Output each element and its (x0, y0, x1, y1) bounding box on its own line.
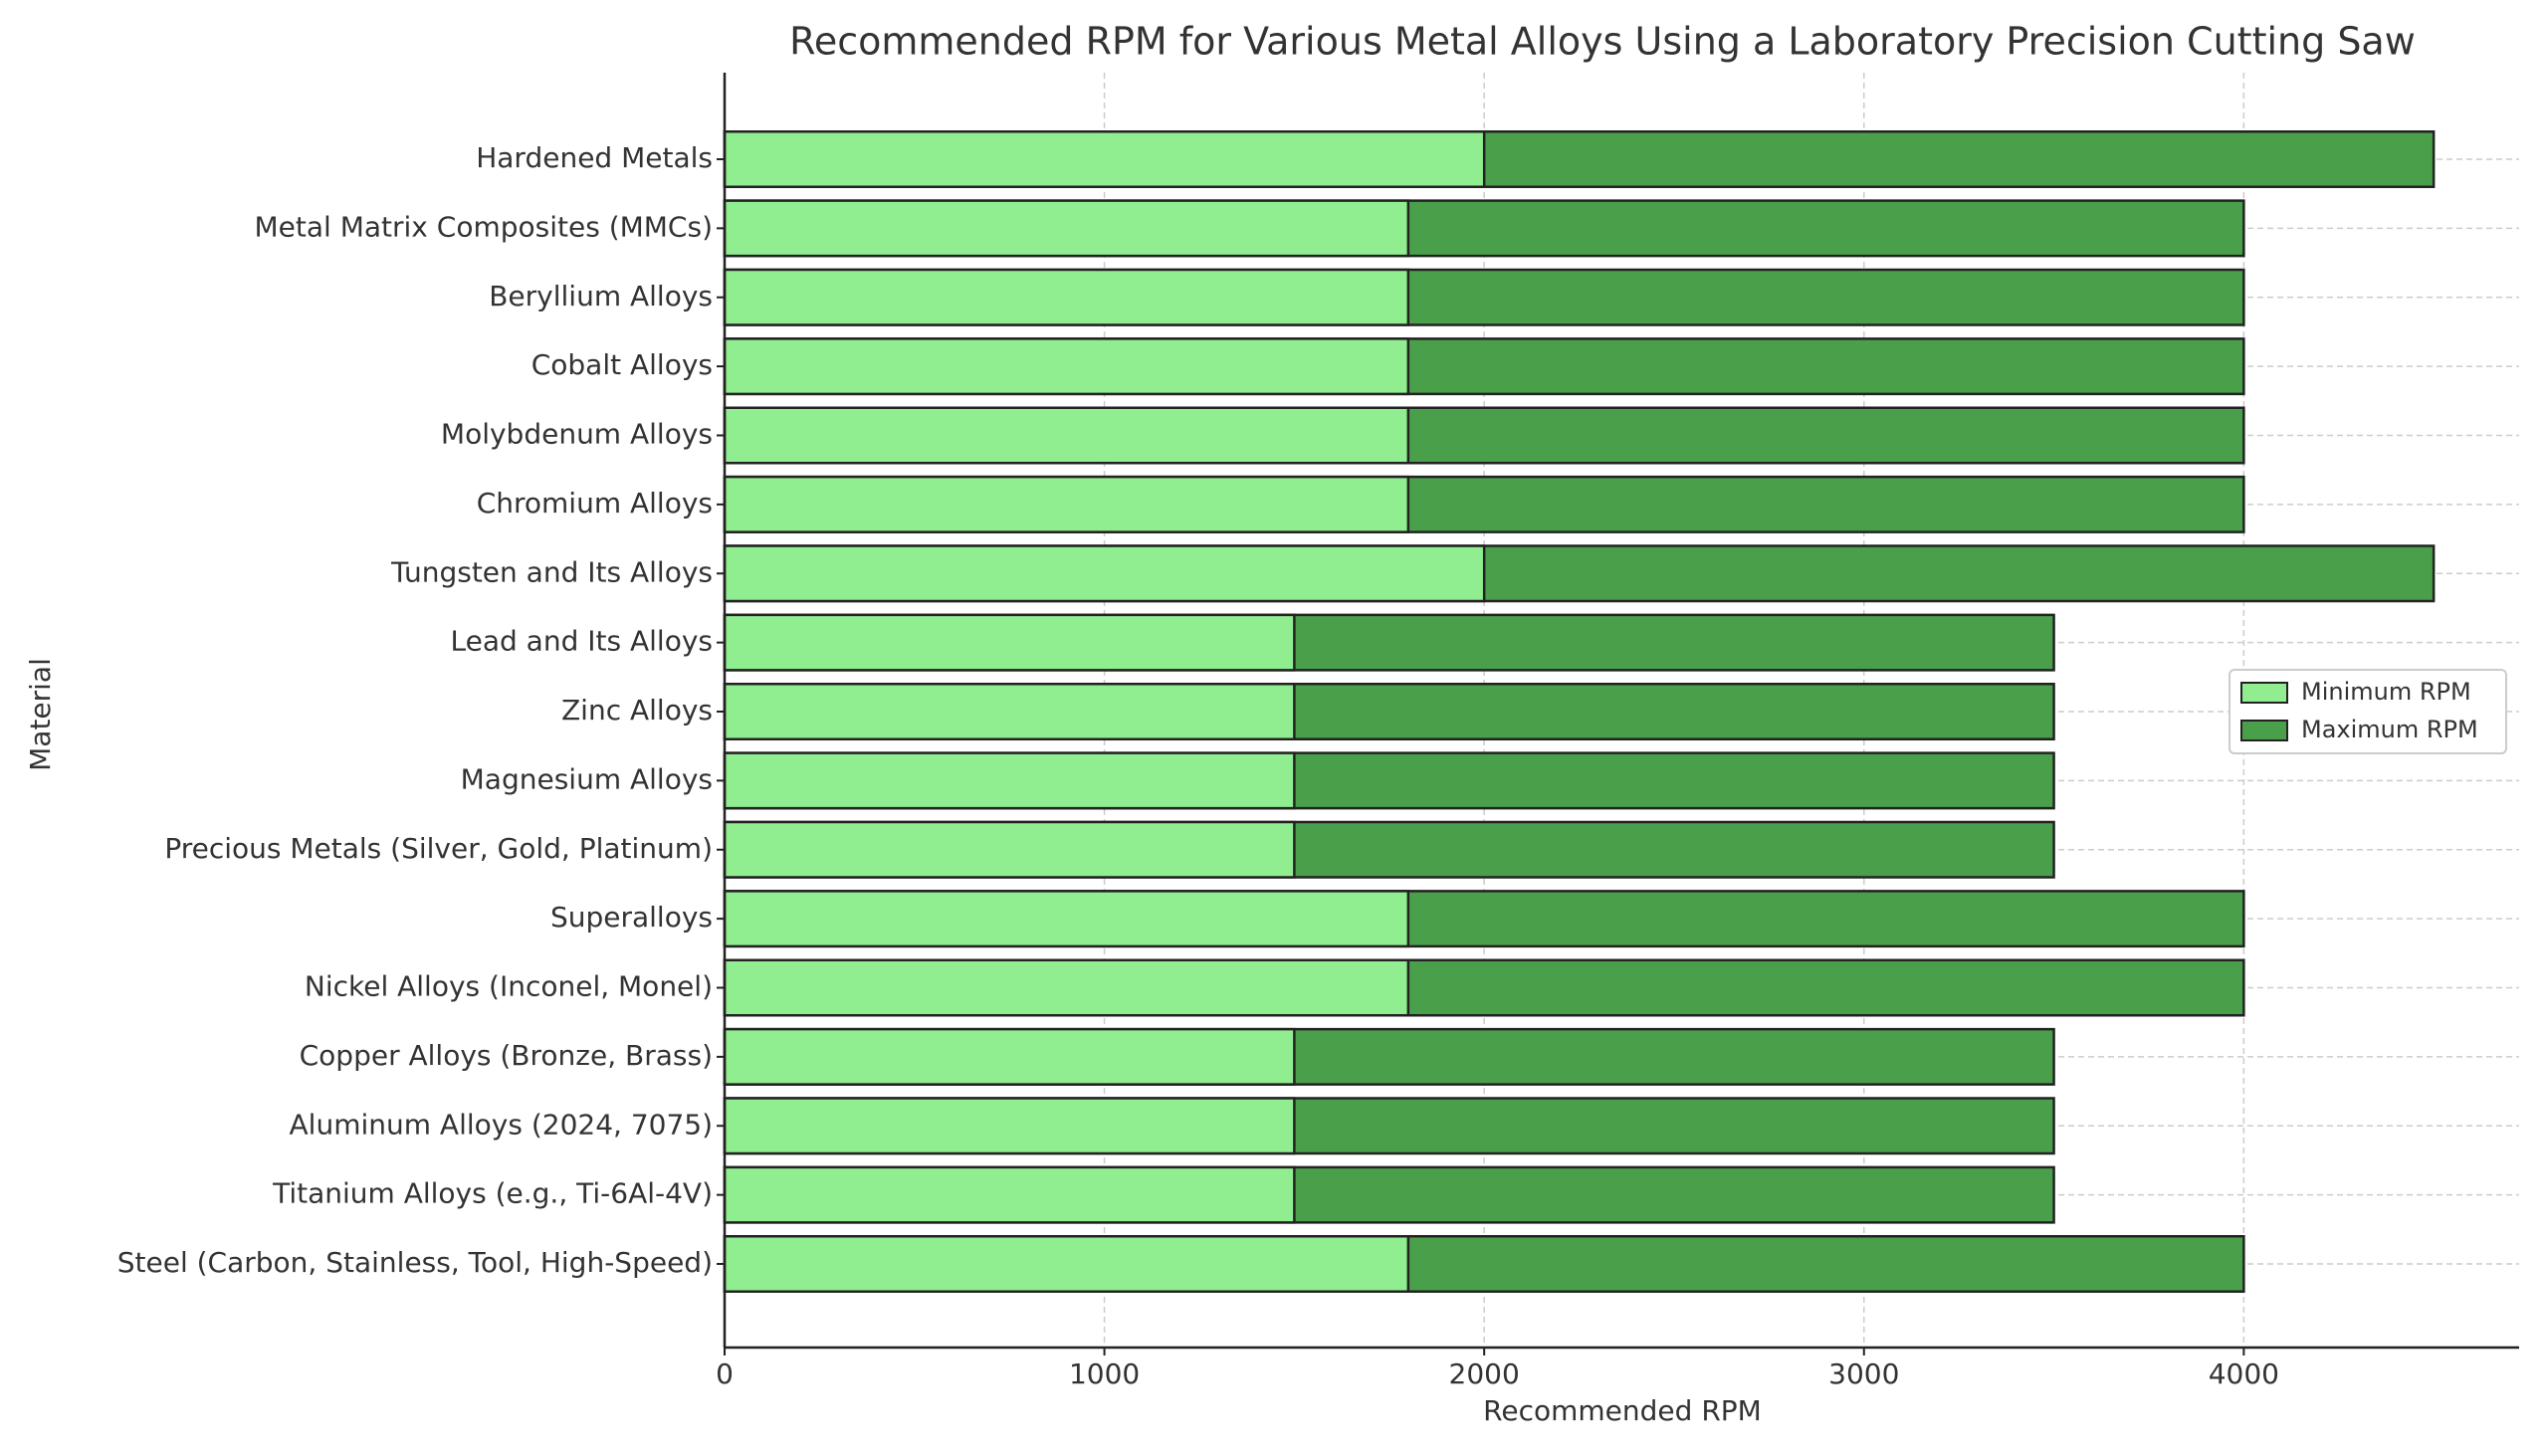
y-tick-label: Steel (Carbon, Stainless, Tool, High-Spe… (117, 1246, 713, 1279)
x-tick-label: 2000 (1449, 1357, 1520, 1390)
y-tick-label: Zinc Alloys (561, 694, 713, 727)
x-tick-label: 1000 (1069, 1357, 1140, 1390)
y-axis-label: Material (24, 658, 57, 771)
y-tick-label: Molybdenum Alloys (441, 418, 713, 451)
bar (723, 890, 1410, 948)
y-tick-label: Magnesium Alloys (461, 762, 713, 795)
bar (723, 130, 1486, 188)
bar (723, 1165, 1296, 1224)
bar (723, 958, 1410, 1017)
legend-swatch (2240, 720, 2288, 741)
legend-label: Maximum RPM (2301, 716, 2478, 743)
legend-swatch (2240, 682, 2288, 704)
bar (723, 1097, 1296, 1155)
bar (723, 1027, 1296, 1086)
bar (723, 268, 1410, 326)
bar (723, 683, 1296, 740)
y-tick-label: Titanium Alloys (e.g., Ti-6Al-4V) (272, 1177, 713, 1210)
y-tick-label: Nickel Alloys (Inconel, Monel) (305, 970, 713, 1003)
bar (723, 544, 1486, 603)
y-tick-label: Cobalt Alloys (531, 348, 713, 381)
bar (723, 1235, 1410, 1293)
legend-label: Minimum RPM (2301, 678, 2471, 706)
bar (723, 613, 1296, 672)
y-tick-label: Tungsten and Its Alloys (390, 555, 713, 588)
bar (723, 406, 1410, 465)
x-tick-label: 0 (716, 1357, 734, 1390)
y-tick-label: Lead and Its Alloys (451, 625, 713, 658)
legend: Minimum RPM Maximum RPM (2229, 669, 2507, 754)
y-tick-label: Chromium Alloys (477, 487, 713, 520)
legend-frame (2229, 669, 2507, 754)
y-tick-label: Superalloys (550, 901, 713, 934)
x-axis-label: Recommended RPM (1483, 1394, 1762, 1427)
chart-title: Recommended RPM for Various Metal Alloys… (789, 20, 2416, 64)
y-tick-label: Precious Metals (Silver, Gold, Platinum) (164, 832, 713, 865)
y-tick-label: Beryllium Alloys (489, 280, 713, 312)
bar (723, 337, 1410, 396)
bar (723, 751, 1296, 810)
bar (723, 820, 1296, 879)
y-tick-label: Hardened Metals (476, 141, 713, 174)
y-tick-label: Copper Alloys (Bronze, Brass) (300, 1039, 713, 1072)
x-tick-label: 4000 (2209, 1357, 2279, 1390)
bar (723, 199, 1410, 258)
x-tick-label: 3000 (1828, 1357, 1899, 1390)
bar (723, 475, 1410, 533)
y-tick-label: Aluminum Alloys (2024, 7075) (290, 1108, 713, 1141)
y-tick-label: Metal Matrix Composites (MMCs) (255, 210, 713, 243)
